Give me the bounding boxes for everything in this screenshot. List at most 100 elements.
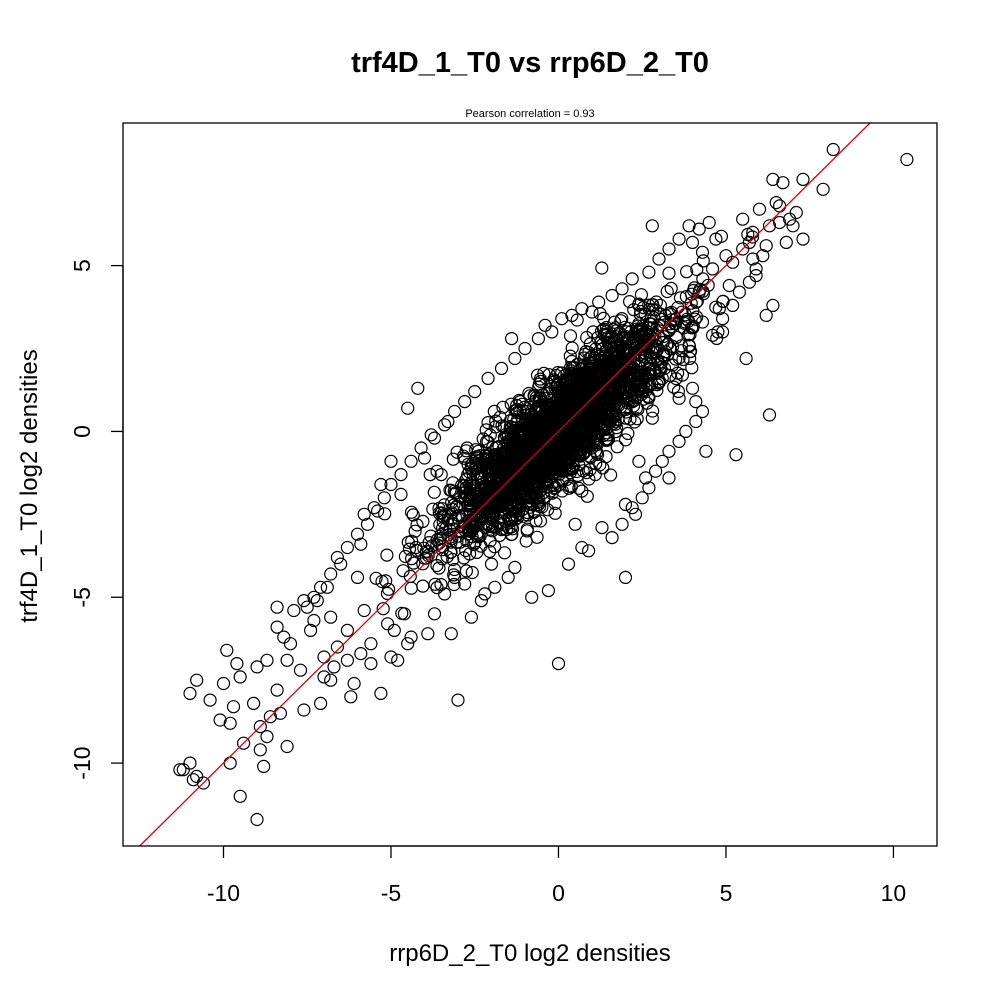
data-point (367, 501, 381, 515)
data-point (653, 361, 667, 375)
data-point (628, 507, 643, 521)
data-point (692, 222, 706, 236)
data-point (611, 354, 625, 368)
data-point (517, 400, 532, 414)
data-point (364, 637, 378, 651)
data-point (528, 470, 543, 484)
data-point (293, 663, 308, 677)
data-point (618, 570, 633, 585)
data-point (610, 440, 624, 454)
data-point (508, 404, 522, 418)
data-point (762, 219, 777, 233)
data-point (746, 252, 760, 266)
data-point (672, 232, 686, 246)
data-point (519, 454, 533, 468)
data-point (533, 431, 548, 445)
data-point (585, 409, 599, 423)
data-point (430, 558, 444, 573)
data-point (648, 327, 662, 341)
data-point (377, 491, 391, 505)
data-point (455, 509, 470, 523)
data-point (297, 593, 311, 608)
data-point (590, 331, 605, 345)
data-point (588, 468, 602, 482)
data-point (505, 332, 519, 346)
fit-line (139, 122, 871, 847)
data-point (680, 312, 694, 326)
data-point (190, 673, 204, 687)
data-point (384, 477, 398, 492)
data-point (380, 548, 394, 562)
data-point (340, 623, 354, 638)
data-point (556, 385, 570, 399)
data-point (736, 242, 750, 256)
data-point (766, 172, 780, 186)
data-point (689, 395, 703, 409)
data-point (360, 517, 375, 531)
data-point (522, 386, 536, 401)
data-point (233, 789, 247, 803)
data-point (595, 409, 609, 423)
data-point (623, 346, 637, 361)
data-point (630, 412, 644, 426)
data-point (535, 500, 549, 514)
data-point (447, 577, 461, 592)
data-point (478, 587, 492, 601)
data-point (408, 524, 422, 538)
data-point (327, 660, 341, 674)
data-point (487, 449, 501, 463)
data-point (451, 693, 465, 707)
data-point (686, 283, 701, 298)
data-point (594, 351, 609, 365)
data-point (297, 703, 311, 717)
data-point (213, 713, 227, 727)
data-point (615, 312, 629, 326)
data-point (283, 637, 298, 651)
data-point (602, 393, 616, 408)
data-point (270, 600, 284, 614)
data-point (776, 176, 790, 190)
data-point (371, 504, 385, 518)
data-point (496, 400, 510, 414)
data-point (642, 265, 656, 279)
data-point (520, 456, 535, 470)
data-point (516, 428, 530, 442)
data-point (510, 511, 525, 525)
data-point (427, 607, 442, 621)
data-point (220, 643, 234, 657)
data-point (424, 428, 438, 442)
data-point (560, 430, 574, 444)
data-point (503, 458, 517, 472)
data-point (588, 355, 603, 369)
data-point (508, 351, 522, 366)
data-point (671, 384, 686, 398)
data-point (622, 384, 637, 398)
data-point (551, 656, 566, 671)
data-point (528, 394, 543, 408)
data-point (446, 452, 460, 466)
data-point (826, 142, 840, 157)
data-point (546, 375, 560, 389)
data-point (592, 295, 606, 309)
data-point (458, 395, 472, 409)
data-point (642, 481, 656, 495)
data-point (690, 262, 704, 277)
data-point (625, 501, 639, 515)
data-point (575, 386, 589, 400)
data-point (541, 583, 556, 598)
data-point (652, 252, 666, 266)
data-point (618, 497, 633, 511)
data-point (470, 529, 484, 543)
data-point (759, 308, 773, 322)
data-point (529, 418, 543, 432)
data-point (510, 398, 524, 412)
data-point (712, 302, 726, 316)
data-point (464, 610, 478, 624)
data-point (287, 603, 301, 618)
data-point (554, 447, 568, 461)
data-point (673, 291, 688, 305)
data-point (532, 411, 547, 425)
data-point (650, 353, 665, 367)
data-point (479, 423, 493, 437)
data-point (552, 478, 566, 492)
